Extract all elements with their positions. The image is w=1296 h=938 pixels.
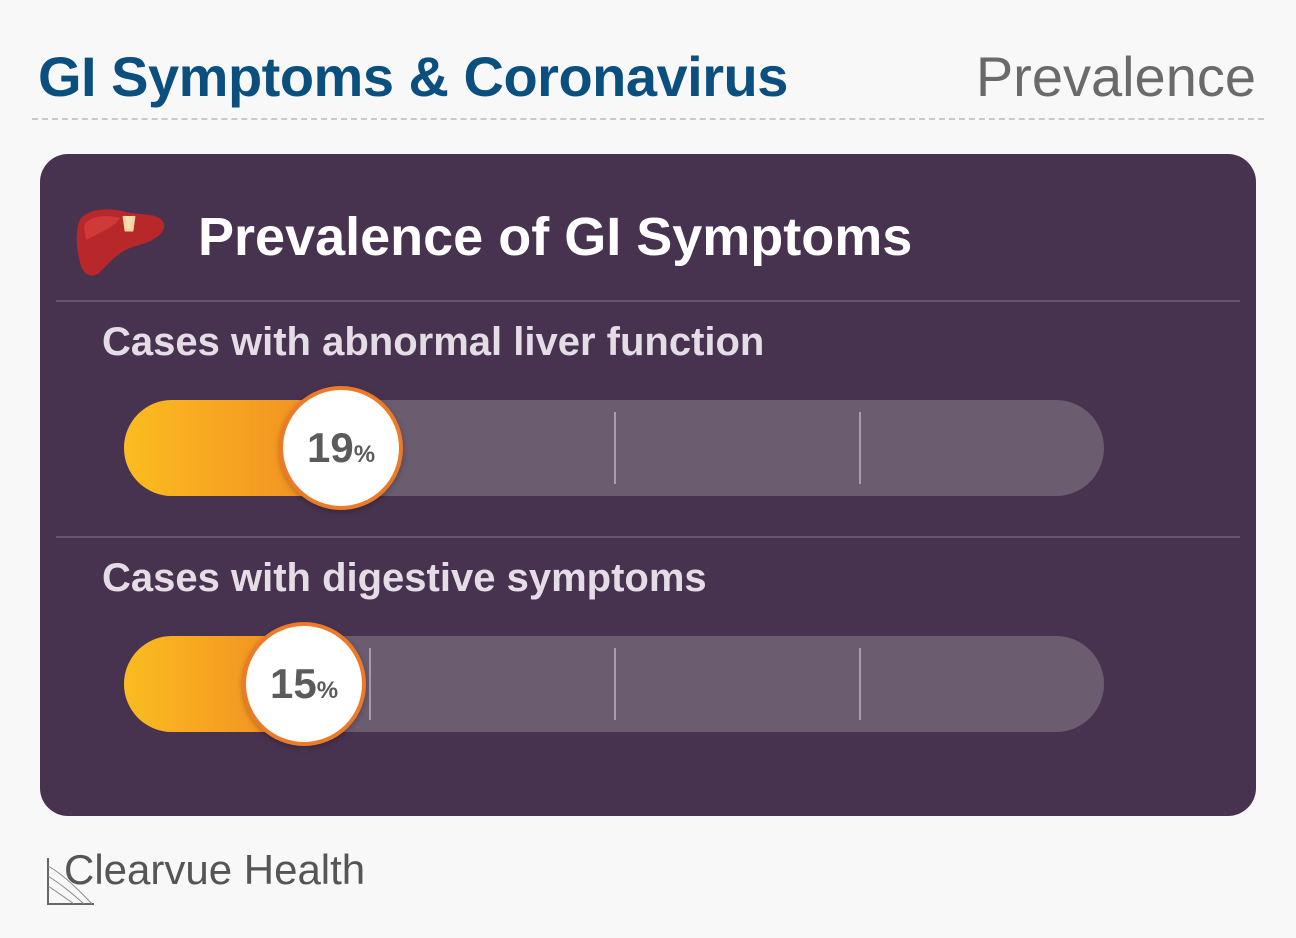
header-divider [32, 118, 1264, 120]
brand-mark-icon [47, 858, 94, 905]
bar-value-label: 19 [306, 424, 354, 471]
bar-value-unit: % [353, 441, 376, 468]
page-title: GI Symptoms & Coronavirus [38, 45, 788, 108]
section-label: Prevalence [975, 45, 1256, 108]
bar-value-label: 15 [269, 660, 317, 707]
prevalence-card: Prevalence of GI Symptoms Cases with abn… [40, 154, 1256, 816]
bar-label: Cases with abnormal liver function [102, 320, 765, 364]
bar-gridline [614, 648, 616, 720]
bar-gridline [859, 648, 861, 720]
brand-name: Clearvue Health [64, 846, 366, 893]
bar-track [124, 400, 1104, 496]
brand-logo: Clearvue Health [46, 846, 406, 910]
bar-value-badge: 19% [279, 386, 403, 510]
bar-label: Cases with digestive symptoms [102, 556, 707, 600]
liver-icon [76, 209, 165, 276]
bar-value-badge: 15% [242, 622, 366, 746]
bar-value-unit: % [316, 677, 339, 704]
bar-gridline [614, 412, 616, 484]
card-title: Prevalence of GI Symptoms [198, 207, 913, 267]
bar-gridline [369, 648, 371, 720]
card-divider [56, 300, 1240, 302]
bar-gridline [859, 412, 861, 484]
card-divider [56, 536, 1240, 538]
